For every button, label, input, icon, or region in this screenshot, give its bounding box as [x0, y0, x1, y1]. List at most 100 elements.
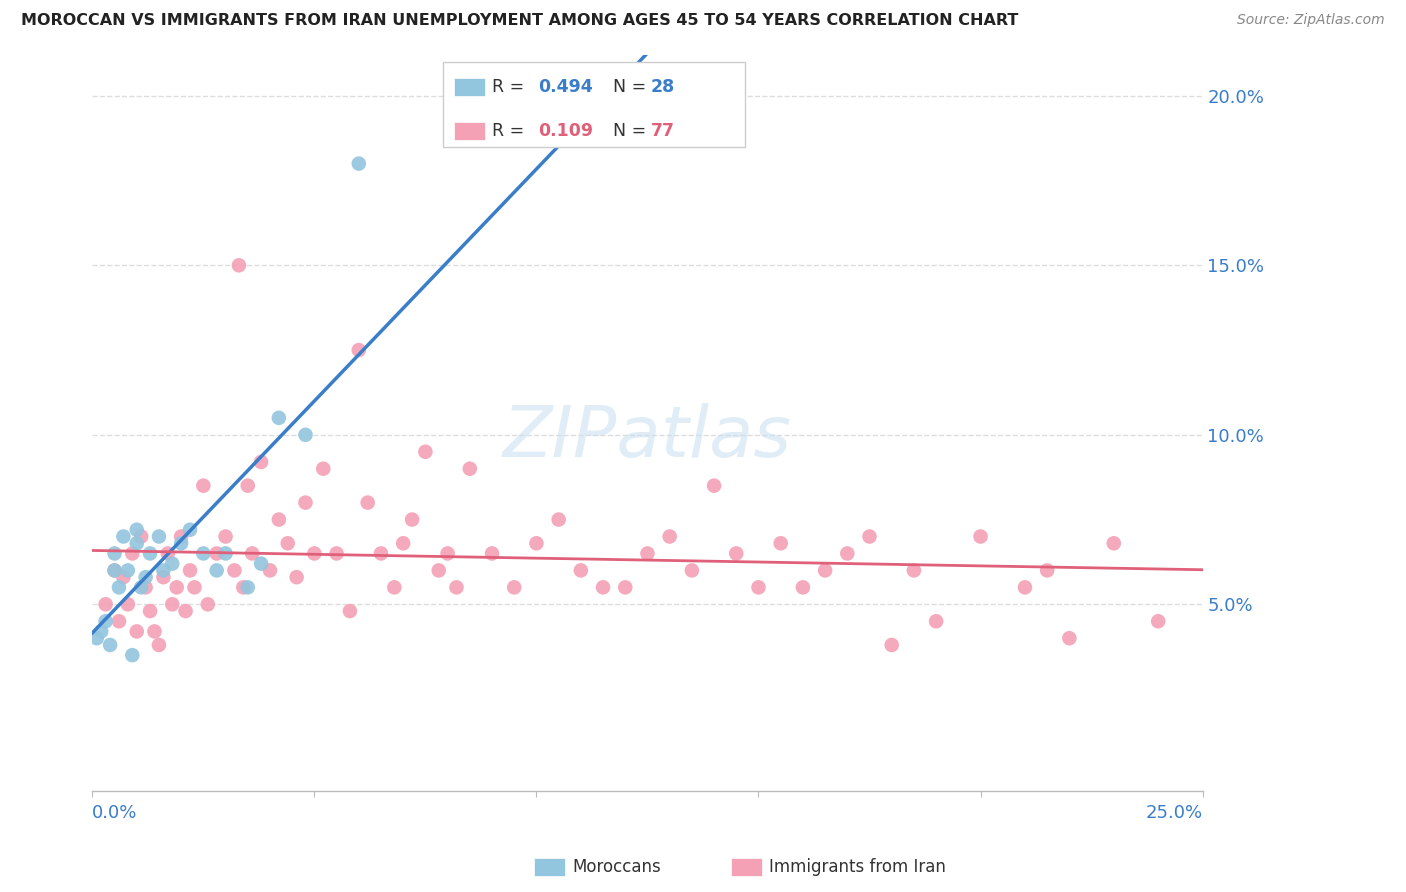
- Text: R =: R =: [492, 122, 530, 140]
- Point: [547, 512, 569, 526]
- Point: [725, 546, 748, 560]
- Point: [259, 563, 281, 577]
- Point: [214, 546, 236, 560]
- Point: [614, 580, 637, 594]
- Point: [814, 563, 837, 577]
- Point: [1102, 536, 1125, 550]
- Point: [347, 156, 370, 170]
- Point: [747, 580, 769, 594]
- Point: [415, 444, 437, 458]
- Point: [903, 563, 925, 577]
- Point: [267, 410, 290, 425]
- Text: N =: N =: [602, 78, 651, 96]
- Point: [228, 258, 250, 272]
- Point: [925, 614, 948, 628]
- Point: [197, 597, 219, 611]
- Point: [148, 638, 170, 652]
- Point: [236, 478, 259, 492]
- Point: [294, 495, 316, 509]
- Point: [205, 546, 228, 560]
- Point: [277, 536, 299, 550]
- Point: [139, 604, 162, 618]
- Point: [1036, 563, 1059, 577]
- Point: [240, 546, 263, 560]
- Point: [858, 529, 880, 543]
- Text: 28: 28: [651, 78, 675, 96]
- Point: [569, 563, 592, 577]
- Point: [174, 604, 197, 618]
- Point: [347, 343, 370, 357]
- Point: [503, 580, 526, 594]
- Point: [90, 624, 112, 639]
- Point: [94, 614, 117, 628]
- Point: [357, 495, 380, 509]
- Point: [285, 570, 308, 584]
- Text: 0.109: 0.109: [538, 122, 593, 140]
- Point: [112, 529, 135, 543]
- Point: [183, 580, 205, 594]
- Text: 25.0%: 25.0%: [1146, 805, 1202, 822]
- Text: Moroccans: Moroccans: [572, 858, 661, 876]
- Text: 0.0%: 0.0%: [93, 805, 138, 822]
- Point: [792, 580, 814, 594]
- Text: MOROCCAN VS IMMIGRANTS FROM IRAN UNEMPLOYMENT AMONG AGES 45 TO 54 YEARS CORRELAT: MOROCCAN VS IMMIGRANTS FROM IRAN UNEMPLO…: [21, 13, 1018, 29]
- Text: 0.494: 0.494: [538, 78, 593, 96]
- Text: R =: R =: [492, 78, 530, 96]
- Point: [681, 563, 703, 577]
- Point: [108, 580, 131, 594]
- Point: [193, 478, 215, 492]
- Point: [98, 638, 121, 652]
- Text: ZIPatlas: ZIPatlas: [503, 403, 792, 472]
- Point: [658, 529, 681, 543]
- Point: [481, 546, 503, 560]
- Point: [205, 563, 228, 577]
- Point: [86, 631, 108, 645]
- Point: [392, 536, 415, 550]
- Point: [294, 427, 316, 442]
- Point: [232, 580, 254, 594]
- Point: [135, 570, 157, 584]
- Point: [325, 546, 347, 560]
- Point: [125, 523, 148, 537]
- Point: [312, 461, 335, 475]
- Point: [135, 580, 157, 594]
- Point: [236, 580, 259, 594]
- Point: [117, 563, 139, 577]
- Point: [339, 604, 361, 618]
- Point: [125, 536, 148, 550]
- Point: [170, 529, 193, 543]
- Point: [112, 570, 135, 584]
- Point: [224, 563, 246, 577]
- Point: [162, 597, 184, 611]
- Point: [103, 546, 125, 560]
- Point: [152, 563, 174, 577]
- Point: [1059, 631, 1081, 645]
- Point: [880, 638, 903, 652]
- Point: [156, 546, 179, 560]
- Point: [152, 570, 174, 584]
- Point: [458, 461, 481, 475]
- Point: [179, 523, 201, 537]
- Point: [250, 557, 273, 571]
- Text: Source: ZipAtlas.com: Source: ZipAtlas.com: [1237, 13, 1385, 28]
- Point: [108, 614, 131, 628]
- Point: [129, 529, 152, 543]
- Point: [837, 546, 859, 560]
- Point: [267, 512, 290, 526]
- Point: [121, 648, 143, 662]
- Point: [103, 563, 125, 577]
- Point: [1147, 614, 1170, 628]
- Point: [592, 580, 614, 594]
- Point: [103, 563, 125, 577]
- Point: [162, 557, 184, 571]
- Point: [214, 529, 236, 543]
- Point: [125, 624, 148, 639]
- Point: [166, 580, 188, 594]
- Point: [148, 529, 170, 543]
- Point: [143, 624, 166, 639]
- Point: [139, 546, 162, 560]
- Point: [401, 512, 423, 526]
- Point: [370, 546, 392, 560]
- Point: [193, 546, 215, 560]
- Point: [129, 580, 152, 594]
